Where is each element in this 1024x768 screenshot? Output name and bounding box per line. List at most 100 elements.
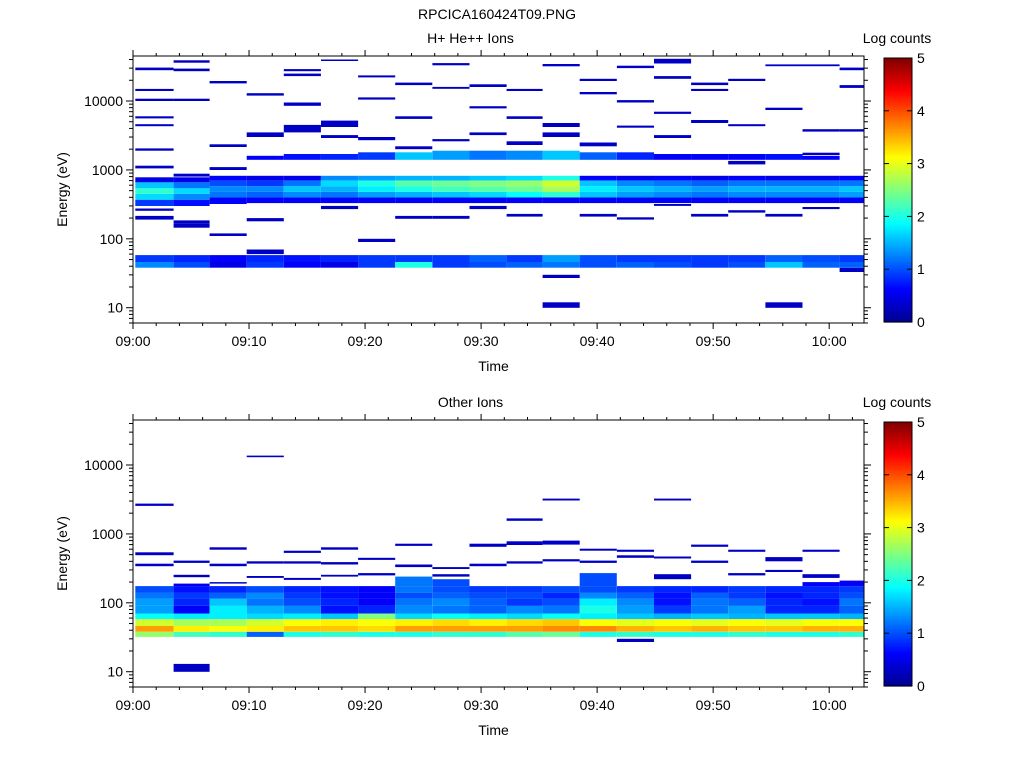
colorbar-segment [884,203,912,206]
spectrogram-cell [654,613,692,620]
spectrogram-cell [616,555,654,558]
spectrogram-cell [135,182,174,189]
spectrogram-cell [691,197,729,204]
colorbar-segment [884,150,912,154]
spectrogram-cell [691,175,729,181]
spectrogram-cell [579,152,617,160]
spectrogram-cell [542,559,580,562]
spectrogram-cell [135,188,174,194]
spectrogram-cell [728,78,766,81]
spectrogram-cell [395,631,433,637]
spectrogram-cell [579,573,617,587]
spectrogram-cell [321,262,359,268]
y-tick-label: 10000 [84,93,123,109]
spectrogram-cell [432,586,470,593]
spectrogram-cells [135,58,864,308]
colorbar-segment [884,444,912,447]
spectrogram-cell [246,598,284,606]
spectrogram-cell [173,606,210,614]
colorbar-segment [884,319,912,323]
spectrogram-cell [616,592,654,599]
spectrogram-cell [173,223,210,228]
colorbar-segment [884,545,912,548]
spectrogram-cell [432,262,470,268]
spectrogram-cell [209,144,247,147]
spectrogram-cell [395,626,433,632]
colorbar-segment [884,256,912,259]
colorbar-segment [884,613,912,617]
spectrogram-cell [395,613,433,620]
colorbar-segment [884,66,912,70]
spectrogram-cell [542,592,580,599]
colorbar-segment [884,664,912,667]
spectrogram-cell [579,255,617,262]
colorbar-segment [884,218,912,222]
spectrogram-cell [135,586,174,593]
colorbar-segment [884,455,912,458]
spectrogram-cell [802,598,840,606]
spectrogram-cell [283,619,321,626]
spectrogram-cell [246,561,284,564]
spectrogram-cell [802,191,840,198]
spectrogram-cell [839,262,864,268]
colorbar-segment [884,595,912,599]
colorbar-segment [884,556,912,559]
colorbar-segment [884,642,912,645]
colorbar-segment [884,439,912,443]
spectrogram-cell [579,180,617,187]
spectrogram-cell [173,173,210,177]
colorbar-segment [884,534,912,537]
spectrogram-cell [765,569,803,572]
spectrogram-cell [469,592,507,599]
spectrogram-cell [839,180,864,187]
x-tick-label: 09:20 [348,333,383,349]
spectrogram-cell [469,180,507,187]
spectrogram-cell [358,631,396,637]
colorbar-segment [884,540,912,544]
colorbar-segment [884,205,912,209]
spectrogram-cell [839,626,864,632]
spectrogram-cell [135,503,174,506]
spectrogram-cell [283,69,321,72]
colorbar-segment [884,249,912,253]
colorbar-segment [884,675,912,678]
colorbar-segment [884,466,912,469]
spectrogram-cell [358,137,396,141]
spectrogram-cell [839,580,864,587]
colorbar-segment [884,207,912,211]
y-tick-label: 10 [107,300,123,316]
panel-title: Other Ions [438,394,503,410]
colorbar-segment [884,679,912,683]
colorbar-segment [884,569,912,573]
spectrogram-cell [358,97,396,100]
colorbar-segment [884,501,912,504]
spectrogram-cell [506,141,543,145]
spectrogram-cell [691,154,729,160]
spectrogram-cell [358,557,396,560]
spectrogram-cell [765,302,803,308]
colorbar-segment [884,604,912,608]
colorbar-segment [884,236,912,239]
spectrogram-cell [616,638,654,642]
spectrogram-cell [283,561,321,564]
colorbar-segment [884,238,912,242]
spectrogram-cell [173,193,210,200]
spectrogram-cell [802,586,840,593]
colorbar-segment [884,479,912,482]
spectrogram-cell [542,606,580,614]
colorbar: 0 1 2 3 4 5 Log counts [863,30,932,330]
spectrogram-cell [691,544,729,547]
spectrogram-cell [173,262,210,268]
colorbar-segment [884,106,912,110]
spectrogram-cell [246,180,284,187]
spectrogram-cell [135,193,174,200]
y-tick-label: 10 [107,664,123,680]
spectrogram-cell [839,631,864,637]
colorbar-segment [884,234,912,237]
spectrogram-cell [728,191,766,198]
spectrogram-cell [246,592,284,599]
colorbar-segment [884,262,912,266]
spectrogram-cell [616,217,654,220]
spectrogram-cell [542,197,580,204]
spectrogram-cell [654,498,692,501]
